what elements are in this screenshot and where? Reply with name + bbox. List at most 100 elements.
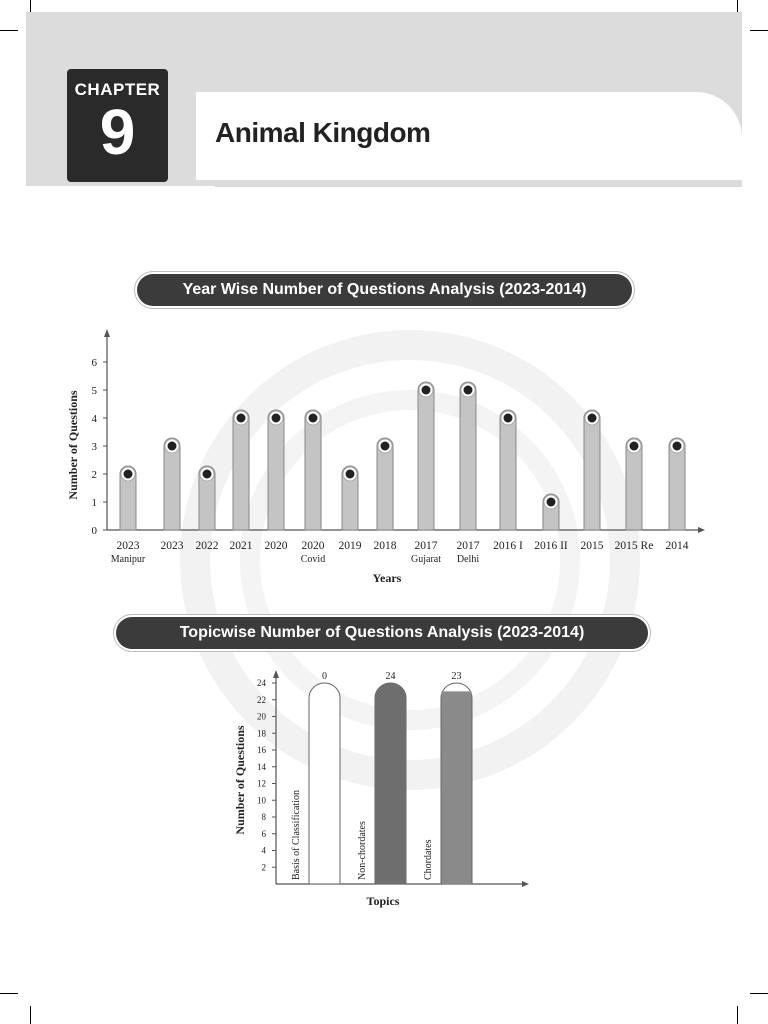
bar-marker: [546, 497, 556, 507]
bar-marker: [271, 413, 281, 423]
y-tick-label: 2: [262, 862, 267, 872]
y-tick-label: 10: [257, 795, 267, 805]
bar-marker: [629, 441, 639, 451]
y-tick-label: 5: [92, 385, 98, 397]
header-rule: [215, 182, 742, 187]
x-tick-label: 2022: [196, 540, 219, 552]
category-label: Non-chordates: [357, 821, 368, 880]
y-axis-title: Number of Questions: [66, 390, 80, 499]
crop-mark: [0, 993, 18, 994]
category-label: Basis of Classification: [291, 790, 302, 880]
y-tick-label: 4: [262, 846, 267, 856]
x-tick-label: 2023: [161, 540, 184, 552]
bar-marker: [380, 441, 390, 451]
bar: [267, 409, 285, 531]
bar-marker: [421, 385, 431, 395]
bar: [198, 465, 216, 531]
y-tick-label: 20: [257, 712, 267, 722]
bar-marker: [167, 441, 177, 451]
bar: [304, 409, 322, 531]
x-tick-label: 2015 Re: [615, 540, 654, 552]
x-tick-label: 2023: [117, 540, 140, 552]
crop-mark: [30, 0, 31, 18]
bar-marker: [463, 385, 473, 395]
x-axis-title: Years: [373, 571, 402, 585]
y-tick-label: 16: [257, 745, 267, 755]
crop-mark: [30, 1006, 31, 1024]
x-tick-label: 2020: [302, 540, 325, 552]
x-tick-label: 2015: [581, 540, 604, 552]
y-tick-label: 12: [257, 779, 266, 789]
crop-mark: [750, 993, 768, 994]
y-axis-title: Number of Questions: [233, 725, 247, 834]
x-axis-arrow: [522, 881, 529, 887]
y-tick-label: 18: [257, 728, 267, 738]
y-tick-label: 24: [257, 678, 267, 688]
y-tick-label: 3: [92, 441, 98, 453]
x-axis-arrow: [698, 527, 705, 533]
bar-marker: [587, 413, 597, 423]
bar: [625, 437, 643, 531]
x-tick-label: 2016 II: [534, 540, 568, 552]
x-tick-label: 2017: [457, 540, 480, 552]
bar: [376, 437, 394, 531]
bar: [583, 409, 601, 531]
data-label: 0: [322, 671, 327, 682]
y-tick-label: 22: [257, 695, 266, 705]
bar-marker: [345, 469, 355, 479]
x-tick-sublabel: Gujarat: [411, 554, 441, 565]
x-tick-label: 2018: [374, 540, 397, 552]
y-axis-arrow: [273, 670, 279, 678]
bar-marker: [308, 413, 318, 423]
chapter-label: CHAPTER: [74, 80, 161, 99]
y-tick-label: 14: [257, 762, 267, 772]
crop-mark: [0, 30, 18, 31]
page-title: Animal Kingdom: [215, 117, 431, 148]
bar: [375, 683, 406, 884]
bar: [232, 409, 250, 531]
bar: [441, 691, 472, 884]
x-tick-label: 2019: [339, 540, 362, 552]
y-tick-label: 0: [92, 525, 98, 537]
header-tab: [196, 92, 742, 180]
x-tick-label: 2021: [230, 540, 253, 552]
y-tick-label: 1: [92, 497, 98, 509]
bar: [668, 437, 686, 531]
bar-marker: [202, 469, 212, 479]
bar-outline: [308, 682, 341, 885]
bar-marker: [123, 469, 133, 479]
chart2-title: Topicwise Number of Questions Analysis (…: [116, 617, 648, 649]
bar: [341, 465, 359, 531]
bar-marker: [672, 441, 682, 451]
x-tick-sublabel: Manipur: [111, 554, 146, 565]
data-label: 24: [386, 671, 396, 682]
crop-mark: [737, 0, 738, 18]
bar-marker: [503, 413, 513, 423]
category-label: Chordates: [423, 839, 434, 880]
bar: [417, 381, 435, 531]
x-tick-label: 2016 I: [493, 540, 523, 552]
x-tick-label: 2020: [265, 540, 288, 552]
bar: [499, 409, 517, 531]
x-tick-sublabel: Covid: [301, 554, 325, 565]
data-label: 23: [452, 671, 462, 682]
y-tick-label: 6: [262, 829, 267, 839]
y-axis-arrow: [104, 329, 110, 337]
y-tick-label: 6: [92, 357, 98, 369]
bar-marker: [236, 413, 246, 423]
chapter-number: 9: [99, 96, 136, 168]
x-tick-sublabel: Delhi: [457, 554, 479, 565]
y-tick-label: 4: [92, 413, 98, 425]
x-tick-label: 2017: [415, 540, 438, 552]
bar: [459, 381, 477, 531]
crop-mark: [750, 30, 768, 31]
chapter-box: CHAPTER 9: [67, 69, 168, 182]
bar: [163, 437, 181, 531]
chart1-title: Year Wise Number of Questions Analysis (…: [137, 274, 632, 306]
crop-mark: [737, 1006, 738, 1024]
bar: [119, 465, 137, 531]
y-tick-label: 8: [262, 812, 267, 822]
x-axis-title: Topics: [367, 894, 400, 908]
